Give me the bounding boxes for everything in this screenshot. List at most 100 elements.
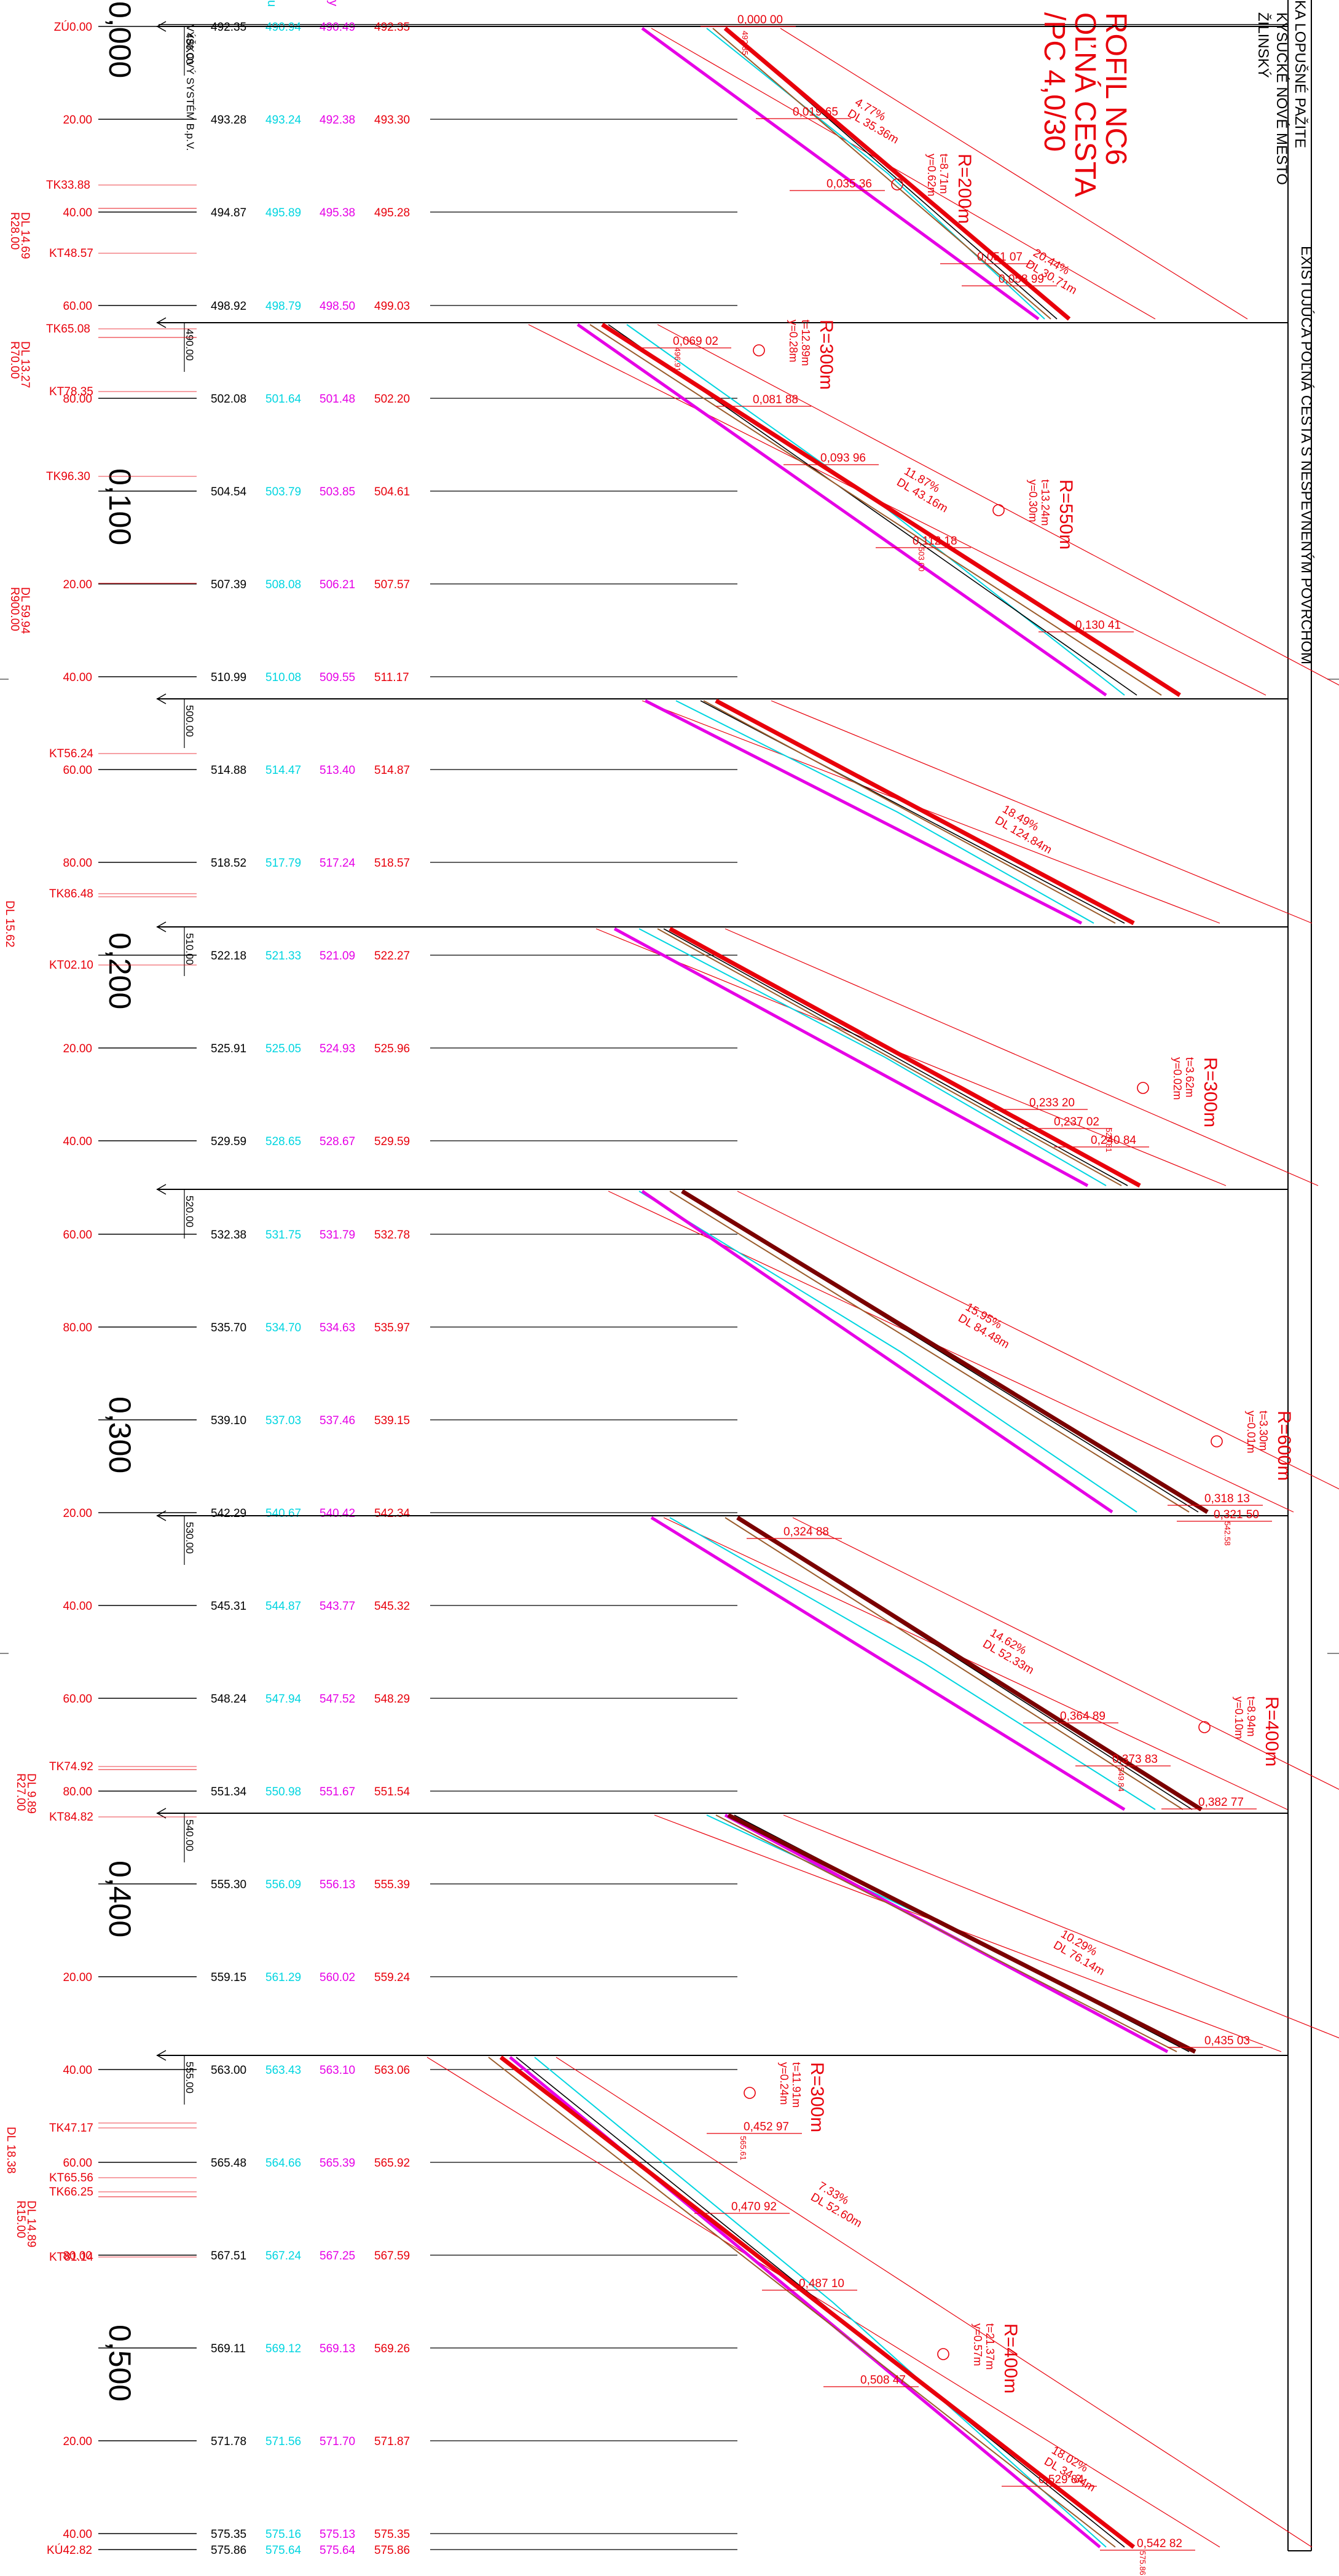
chainage-mark: 0,069 02 (636, 335, 731, 349)
elevation-red: 575.35 (374, 2528, 410, 2541)
chainage-label: 0,035 36 (827, 178, 872, 191)
vertical-curve-radius: R=300m (816, 320, 836, 390)
station-label: 0,300 (63, 1414, 92, 1427)
terrain-line-black (663, 928, 1128, 1186)
elevation-red: 575.86 (374, 2544, 410, 2557)
design-offset-line (654, 1814, 1282, 2052)
design-offset-line (737, 1191, 1339, 1490)
elevation-magenta: 506.21 (320, 578, 355, 591)
station-row: 80.00 535.70 534.70 534.63 535.97 (63, 1321, 737, 1334)
elevation-red: 545.32 (374, 1600, 410, 1613)
station-label: 20.00 (63, 1507, 92, 1520)
chainage-label: 0,487 10 (799, 2277, 844, 2290)
chainage-mark: 0,435 03 (1168, 2034, 1263, 2048)
grade-label: 18.49%DL 124.84m (993, 803, 1054, 857)
vertical-curve-ordinate: y=0.01m (1245, 1411, 1257, 1454)
elevation-cyan: 575.16 (265, 2528, 301, 2541)
elevation-red: 567.59 (374, 2250, 410, 2263)
elevation-red: 492.35 (374, 21, 410, 34)
curve-vertex-marker (1137, 1082, 1149, 1094)
station-row: 40.00 529.59 528.65 528.67 529.59 (63, 1135, 737, 1148)
terrain-line-magenta (613, 927, 1089, 1188)
station-label: 0,100 (63, 486, 92, 498)
curve-vertex-marker (891, 178, 903, 191)
existing-line-brown (589, 324, 1162, 696)
band-separator: 510.00 (156, 921, 1288, 976)
elevation-design: 545.31 (211, 1600, 246, 1613)
station-row: 20.00 507.39 508.08 506.21 507.57 (63, 578, 737, 591)
elevation-red: 504.61 (374, 486, 410, 498)
vertical-curve-tangent: t=3.62m (1184, 1057, 1196, 1098)
elevation-magenta: 531.79 (320, 1229, 355, 1242)
elevation-cyan: 498.79 (265, 300, 301, 313)
curve-mark: KT65.56 (49, 2172, 93, 2184)
station-row: 20.00 493.28 493.24 492.38 493.30 (63, 114, 737, 127)
elevation-design: 502.08 (211, 393, 246, 406)
chainage-label: 0,112 18 (913, 535, 957, 548)
chainage-label: 0,081 88 (753, 393, 798, 406)
elevation-magenta: 563.10 (320, 2064, 355, 2077)
curve-vertex-marker (1211, 1435, 1223, 1448)
station-row: 20.00 559.15 561.29 560.02 559.24 (63, 1971, 737, 1984)
design-grade-line (669, 926, 1141, 1188)
station-label: 20.00 (63, 1042, 92, 1055)
profile-title-3: /PC 4,0/30 (1038, 12, 1070, 152)
elevation-design: 529.59 (211, 1135, 246, 1148)
chainage-mark: 0,130 41 (1039, 619, 1134, 632)
elevation-cyan: 575.64 (265, 2544, 302, 2557)
chainage-label: 0,130 41 (1075, 619, 1121, 632)
elevation-magenta: 569.13 (320, 2342, 355, 2355)
elevation-red: 551.54 (374, 1786, 410, 1798)
chainage-label: 0,529 84 (1039, 2473, 1084, 2486)
curve-mark: R15.00 (14, 2200, 27, 2238)
elevation-magenta: 509.55 (320, 671, 355, 684)
kilometer-label: 0,000 (103, 1, 137, 78)
elevation-cyan: 514.47 (265, 764, 301, 777)
elevation-magenta: 575.64 (320, 2544, 356, 2557)
elevation-red: 569.26 (374, 2342, 410, 2355)
elevation-cyan: 571.56 (265, 2435, 301, 2448)
elevation-design: 518.52 (211, 857, 246, 870)
elevation-design: 542.29 (211, 1507, 246, 1520)
elevation-red: 525.96 (374, 1042, 410, 1055)
chainage-label: 0,237 02 (1054, 1116, 1099, 1128)
curve-mark: KT02.10 (49, 959, 93, 972)
station-row: KÚ42.82 575.86 575.64 575.64 575.86 (47, 2543, 737, 2557)
elevation-red: 565.92 (374, 2157, 410, 2170)
legend-cyan: u (265, 0, 278, 7)
elevation-design: 504.54 (211, 486, 247, 498)
elevation-magenta: 540.42 (320, 1507, 355, 1520)
curve-mark: TK33.88 (46, 179, 90, 192)
band-separator: 500.00 (156, 693, 1288, 748)
elevation-cyan: 534.70 (265, 1321, 301, 1334)
elevation-design: 522.18 (211, 950, 246, 963)
band-reference: 520.00 (184, 1195, 195, 1227)
station-label: 40.00 (63, 1135, 92, 1148)
small-elevation-mark: 542.58 (1223, 1521, 1232, 1546)
elevation-red: 499.03 (374, 300, 410, 313)
elevation-red: 539.15 (374, 1414, 410, 1427)
elevation-red: 542.34 (374, 1507, 410, 1520)
elevation-design: 569.11 (211, 2342, 246, 2355)
design-offset-line (780, 28, 1248, 320)
chainage-mark: 0,529 84 (1002, 2473, 1097, 2487)
elevation-magenta: 547.52 (320, 1693, 355, 1706)
existing-line-brown (669, 1191, 1190, 1513)
station-row: 60.00 565.48 564.66 565.39 565.92 (63, 2157, 737, 2170)
elevation-cyan: 493.24 (265, 114, 302, 127)
terrain-line-magenta (576, 323, 1107, 697)
station-row: 80.00 551.34 550.98 551.67 551.54 (63, 1786, 737, 1798)
curve-vertex-marker (937, 2348, 949, 2360)
band-separator: 540.00 (156, 1808, 1288, 1862)
existing-line-brown (703, 700, 1116, 924)
terrain-line-cyan (675, 700, 1094, 924)
elevation-design: 493.28 (211, 114, 246, 127)
small-elevation-mark: 520.81 (1104, 1128, 1113, 1152)
station-label: 80.00 (63, 2250, 92, 2263)
station-label: 40.00 (63, 207, 92, 219)
kilometer-labels: 0,000 0,100 0,200 0,300 0,400 0,500 (103, 1, 137, 2401)
chainage-mark: 0,237 02 (1017, 1116, 1112, 1129)
curve-vertex-marker (744, 2087, 756, 2099)
